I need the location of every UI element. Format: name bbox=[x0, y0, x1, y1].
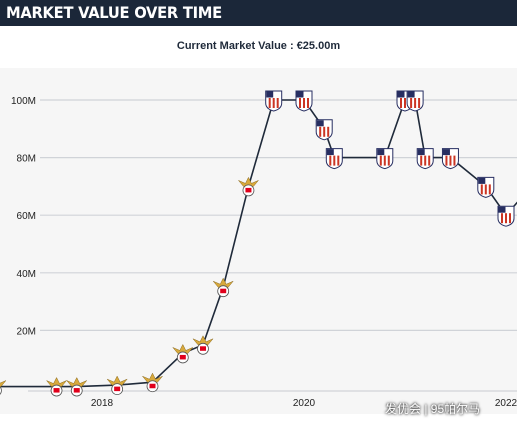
chart-canvas: 20M40M60M80M100M2018202020222024 bbox=[0, 90, 517, 409]
data-point-atl-tico-madrid-crest bbox=[376, 148, 394, 170]
x-tick-label: 2022 bbox=[495, 398, 517, 409]
data-point-atl-tico-madrid-crest bbox=[477, 176, 495, 198]
data-point-benfica-crest bbox=[142, 372, 163, 393]
data-point-benfica-crest bbox=[106, 375, 128, 396]
y-tick-label: 20M bbox=[17, 326, 36, 337]
data-point-benfica-crest bbox=[0, 380, 7, 395]
series-line bbox=[0, 99, 517, 388]
data-point-benfica-crest bbox=[66, 377, 87, 397]
market-value-chart: 20M40M60M80M100M2018202020222024 bbox=[0, 68, 517, 414]
watermark-text: 发优会 | 95帕尔马 bbox=[385, 402, 481, 416]
y-tick-label: 80M bbox=[17, 154, 36, 165]
x-tick-label: 2020 bbox=[293, 398, 316, 409]
y-tick-label: 60M bbox=[17, 211, 36, 222]
page-title: MARKET VALUE OVER TIME bbox=[6, 3, 222, 22]
data-point-benfica-crest bbox=[213, 277, 234, 298]
data-point-benfica-crest bbox=[46, 377, 67, 397]
data-point-atl-tico-madrid-crest bbox=[497, 205, 515, 227]
data-point-benfica-crest bbox=[238, 176, 259, 197]
data-point-atl-tico-madrid-crest bbox=[315, 119, 333, 141]
data-point-atl-tico-madrid-crest bbox=[406, 90, 424, 112]
y-tick-label: 100M bbox=[11, 96, 36, 107]
x-tick-label: 2018 bbox=[91, 398, 114, 409]
data-point-atl-tico-madrid-crest bbox=[325, 148, 343, 170]
data-point-atl-tico-madrid-crest bbox=[265, 90, 283, 112]
header-bar: MARKET VALUE OVER TIME bbox=[0, 0, 517, 26]
data-point-benfica-crest bbox=[192, 335, 214, 355]
current-market-value: Current Market Value : €25.00m bbox=[176, 40, 341, 52]
data-point-atl-tico-madrid-crest bbox=[295, 90, 313, 112]
y-tick-label: 40M bbox=[17, 269, 36, 280]
data-point-benfica-crest bbox=[172, 343, 193, 364]
data-point-atl-tico-madrid-crest bbox=[416, 148, 434, 170]
data-point-atl-tico-madrid-crest bbox=[441, 148, 459, 170]
